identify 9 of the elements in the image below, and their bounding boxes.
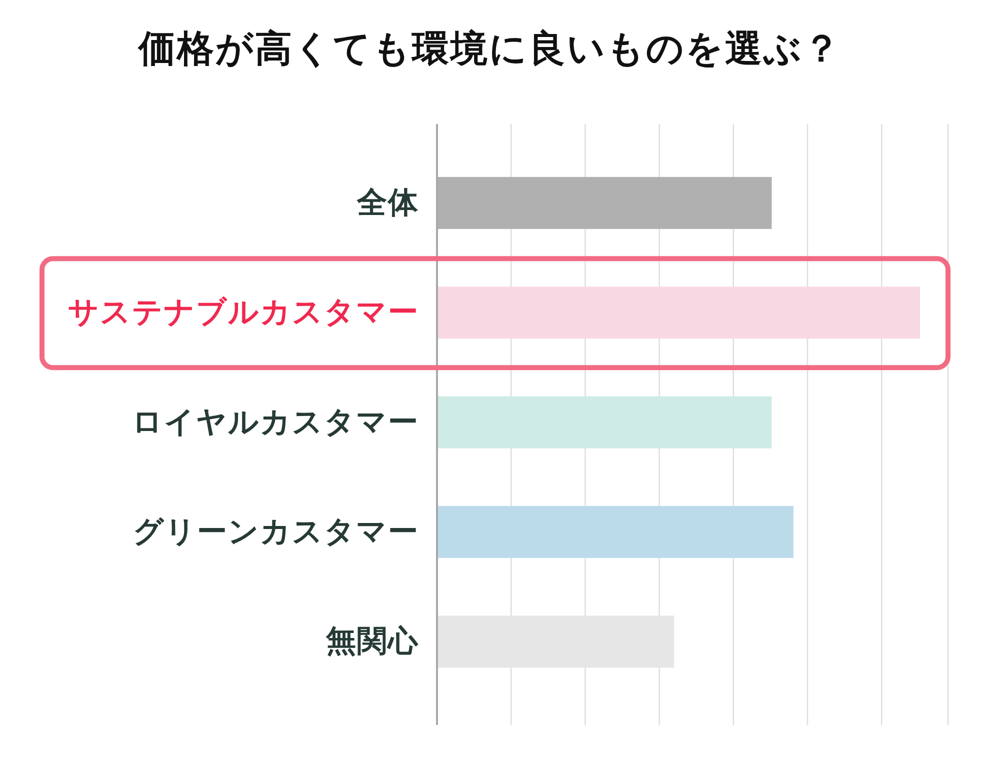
y-tick-label: 無関心 [325,624,419,658]
y-tick-label: ロイヤルカスタマー [132,406,419,439]
bar [437,396,772,448]
y-tick-label: 全体 [356,186,419,220]
bar [437,286,920,339]
y-tick-label: サステナブルカスタマー [68,296,419,330]
bar [437,506,794,558]
y-tick-label: グリーンカスタマー [133,515,419,548]
chart-title: 価格が高くても環境に良いものを選ぶ？ [136,28,842,69]
